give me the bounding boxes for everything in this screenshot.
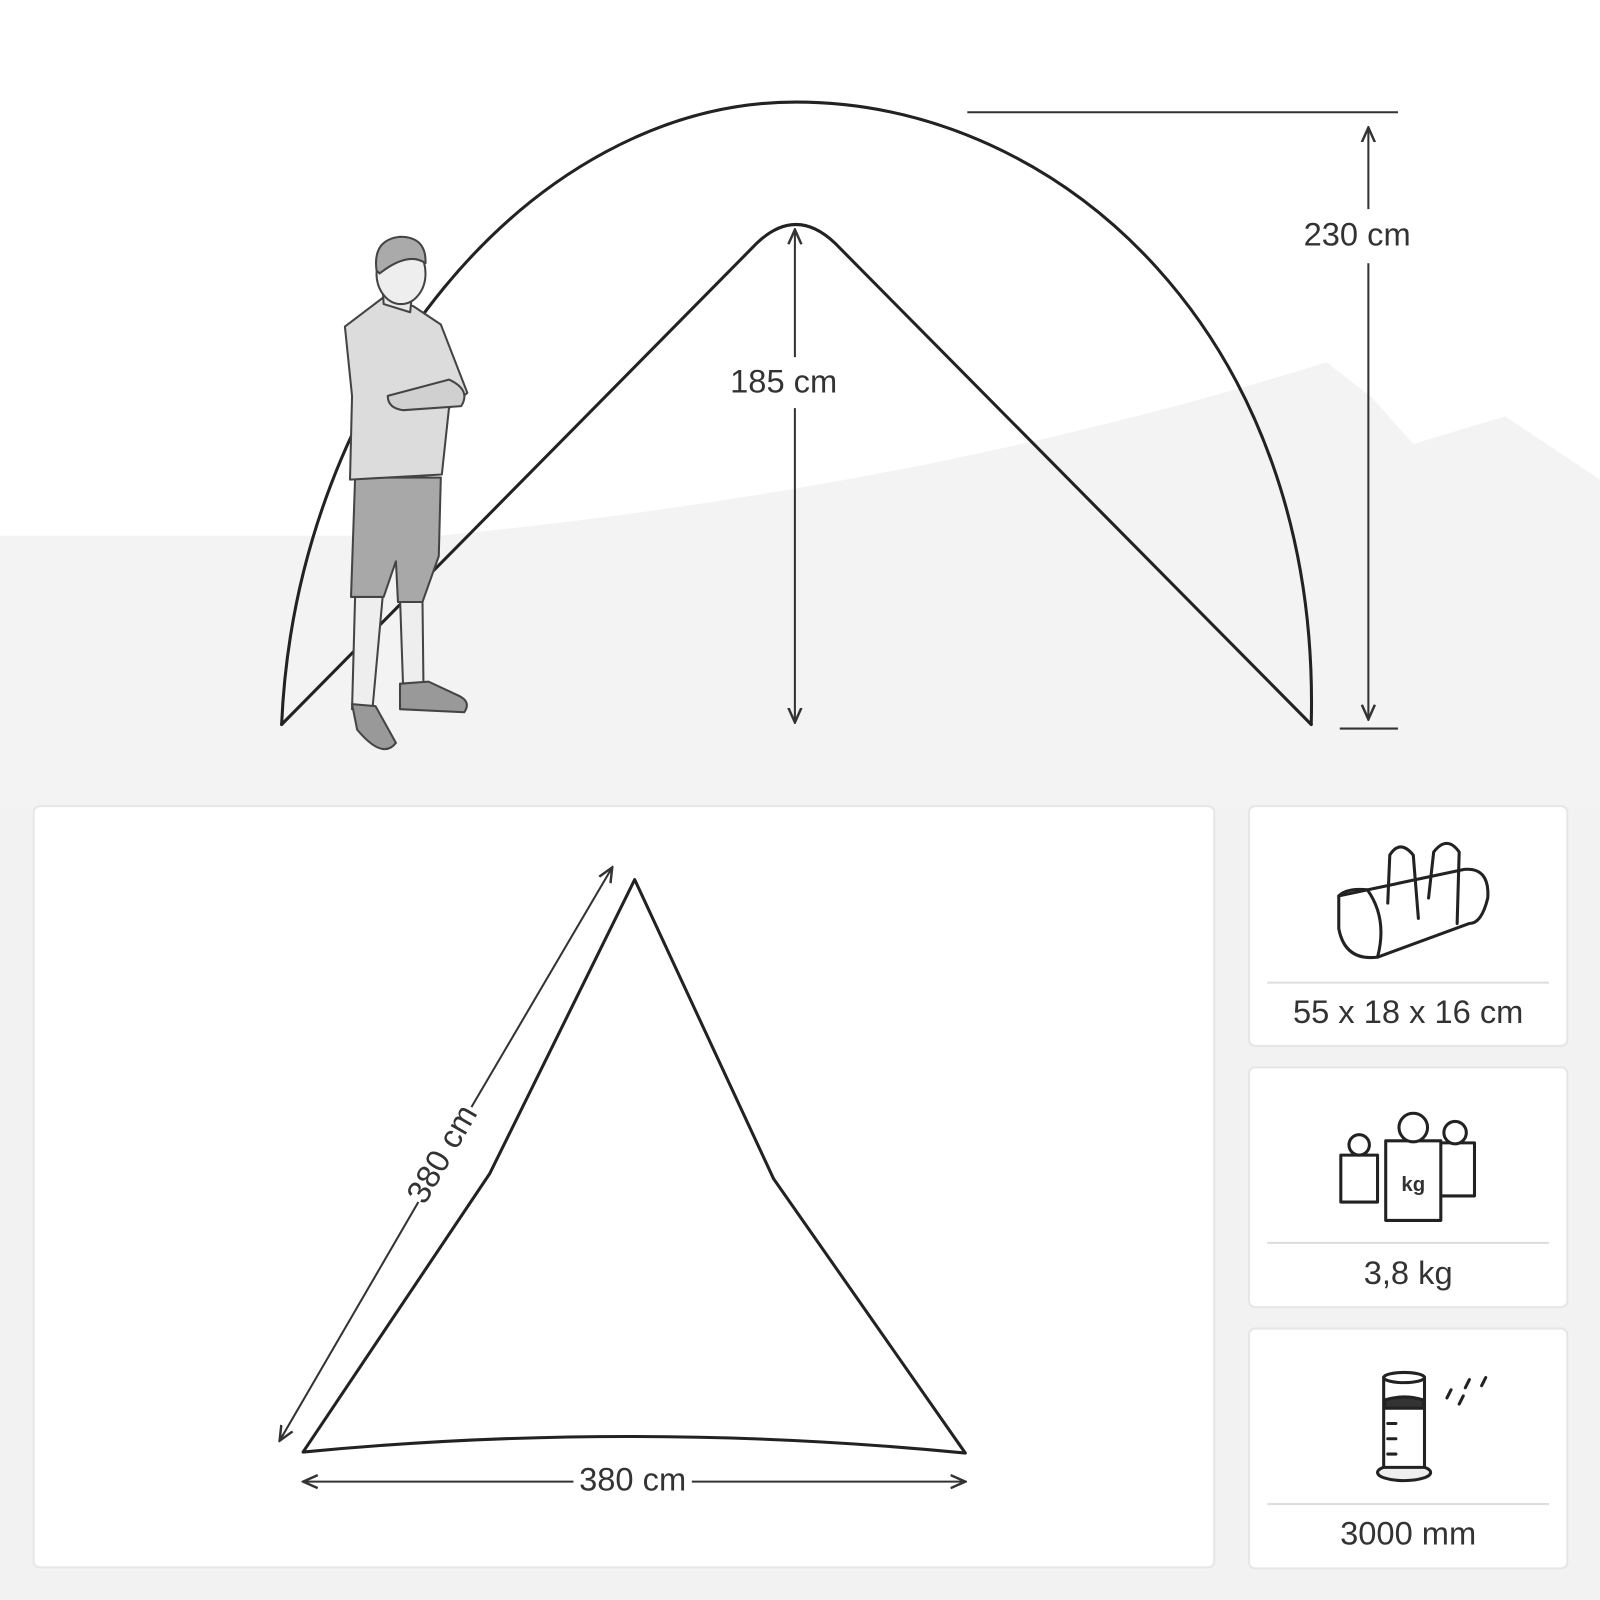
water-column-label: 3000 mm: [1340, 1514, 1476, 1551]
floor-outline: [301, 878, 967, 1455]
height-total-label: 230 cm: [1304, 215, 1411, 252]
pack-size-label: 55 x 18 x 16 cm: [1293, 993, 1523, 1030]
dimension-line: [280, 1201, 420, 1441]
dimension-line: [470, 867, 612, 1108]
weight-icon-text: kg: [1401, 1174, 1425, 1196]
water-column-icon: [1376, 1370, 1488, 1483]
weight-icon: [1339, 1111, 1477, 1222]
height-inner-label: 185 cm: [730, 362, 837, 399]
floor-plan-panel: [32, 805, 1216, 1569]
person-figure: [343, 235, 469, 751]
weight-label: 3,8 kg: [1364, 1254, 1453, 1291]
base-length-label: 380 cm: [579, 1460, 686, 1497]
spec-panel: [1247, 805, 1569, 1047]
bag-icon: [1337, 841, 1490, 960]
inner-arch: [280, 222, 1313, 727]
